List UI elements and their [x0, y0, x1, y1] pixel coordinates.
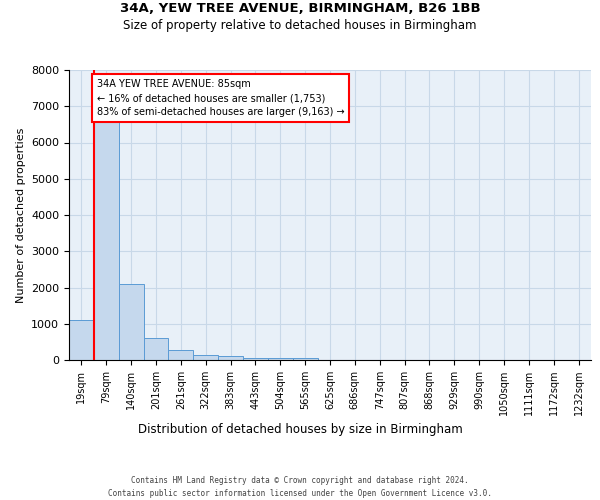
- Text: 34A, YEW TREE AVENUE, BIRMINGHAM, B26 1BB: 34A, YEW TREE AVENUE, BIRMINGHAM, B26 1B…: [119, 2, 481, 16]
- Bar: [293, 358, 317, 360]
- Y-axis label: Number of detached properties: Number of detached properties: [16, 128, 26, 302]
- Bar: [268, 358, 293, 360]
- Bar: [119, 284, 143, 360]
- Text: Contains HM Land Registry data © Crown copyright and database right 2024.
Contai: Contains HM Land Registry data © Crown c…: [108, 476, 492, 498]
- Text: 34A YEW TREE AVENUE: 85sqm
← 16% of detached houses are smaller (1,753)
83% of s: 34A YEW TREE AVENUE: 85sqm ← 16% of deta…: [97, 79, 344, 117]
- Bar: [193, 355, 218, 360]
- Bar: [218, 356, 243, 360]
- Bar: [169, 350, 193, 360]
- Bar: [69, 320, 94, 360]
- Text: Size of property relative to detached houses in Birmingham: Size of property relative to detached ho…: [123, 18, 477, 32]
- Bar: [143, 338, 169, 360]
- Bar: [243, 358, 268, 360]
- Bar: [94, 120, 119, 360]
- Text: Distribution of detached houses by size in Birmingham: Distribution of detached houses by size …: [137, 422, 463, 436]
